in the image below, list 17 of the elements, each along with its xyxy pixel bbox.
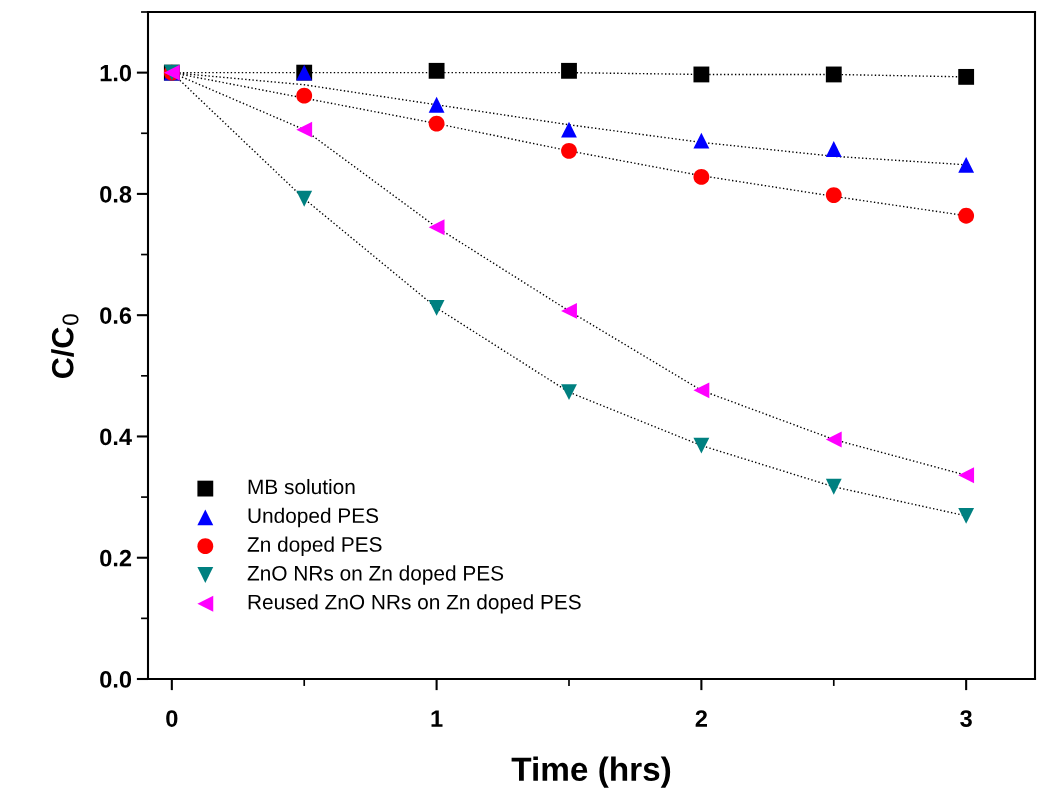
y-tick-label: 0.6: [100, 307, 132, 324]
x-tick-label: 2: [695, 710, 707, 727]
x-tick-label: 3: [960, 710, 972, 727]
legend-label: Reused ZnO NRs on Zn doped PES: [248, 594, 581, 614]
legend-label: Undoped PES: [248, 507, 379, 528]
x-tick-label: 0: [166, 710, 178, 727]
y-tick-label: 0.0: [100, 671, 132, 688]
legend-label: Zn doped PES: [247, 536, 382, 556]
x-tick-label: 1: [431, 710, 443, 727]
y-tick-label: 0.4: [100, 428, 132, 446]
y-tick-label: 1.0: [100, 64, 132, 82]
x-axis-title: Time (hrs): [511, 756, 671, 788]
y-axis-title: C/C$_{0}$: [51, 314, 79, 379]
legend-label: ZnO NRs on Zn doped PES: [247, 565, 504, 585]
y-tick-label: 0.8: [100, 185, 132, 203]
y-tick-label: 0.2: [100, 549, 132, 567]
legend-label: MB solution: [248, 478, 355, 495]
